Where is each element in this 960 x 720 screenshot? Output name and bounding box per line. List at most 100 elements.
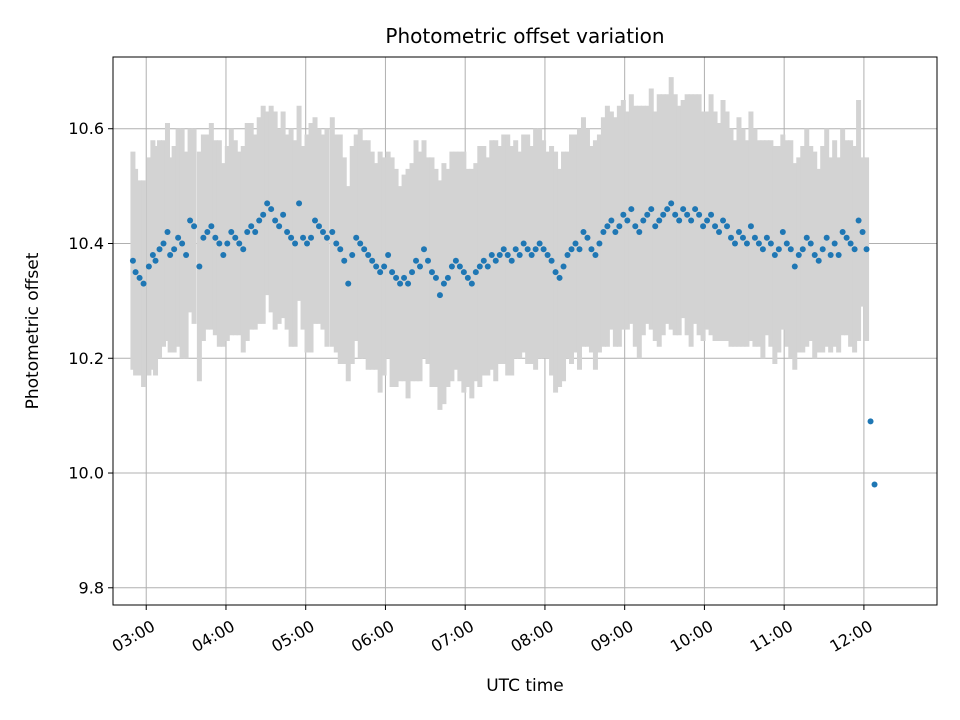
data-point [373,263,380,270]
data-point [640,217,647,224]
data-point [839,229,846,236]
data-point [129,257,136,264]
data-point [369,257,376,264]
data-point [296,200,303,207]
data-point [256,217,263,224]
data-point [672,211,679,218]
data-point [284,229,291,236]
data-point [771,251,778,258]
data-point [456,263,463,270]
data-point [476,263,483,270]
data-point [548,257,555,264]
data-point [393,274,400,281]
data-point [791,263,798,270]
data-point [436,292,443,299]
data-point [264,200,271,207]
data-point [735,229,742,236]
data-point [252,229,259,236]
data-point [292,240,299,247]
data-point [260,211,267,218]
y-axis-title: Photometric offset [23,252,43,409]
y-tick-label: 10.4 [68,234,104,253]
data-point [349,251,356,258]
data-point [420,246,427,253]
data-point [815,257,822,264]
data-point [244,229,251,236]
data-point [413,257,420,264]
data-point [179,240,186,247]
data-point [308,234,315,241]
data-point [588,246,595,253]
data-point [248,223,255,230]
data-point [156,246,163,253]
data-point [268,206,275,213]
data-point [572,240,579,247]
data-point [787,246,794,253]
data-point [276,223,283,230]
x-axis-title: UTC time [486,676,564,696]
data-point [751,234,758,241]
data-point [536,240,543,247]
data-point [432,274,439,281]
data-point [608,217,615,224]
data-point [500,246,507,253]
y-axis: 9.8 10.0 10.2 10.4 10.6 [68,119,113,597]
data-point [452,257,459,264]
data-point [220,251,227,258]
y-tick-label: 10.2 [68,349,104,368]
data-point [401,274,408,281]
data-point [224,240,231,247]
data-point [600,229,607,236]
data-point [628,206,635,213]
data-point [240,246,247,253]
data-point [871,481,878,488]
data-point [660,211,667,218]
data-point [568,246,575,253]
data-point [323,234,330,241]
data-point [524,246,531,253]
data-point [859,229,866,236]
data-point [807,240,814,247]
data-point [739,234,746,241]
data-point [696,211,703,218]
data-point [488,251,495,258]
data-point [304,240,311,247]
data-point [668,200,675,207]
data-point [496,251,503,258]
data-point [464,274,471,281]
data-point [516,251,523,258]
data-point [799,246,806,253]
data-point [680,206,687,213]
data-point [656,217,663,224]
data-point [440,280,447,287]
data-point [851,246,858,253]
data-point [592,251,599,258]
data-point [843,234,850,241]
data-point [728,234,734,241]
data-point [365,251,372,258]
data-point [847,240,854,247]
data-point [397,280,404,287]
data-point [692,206,699,213]
data-point [504,251,511,258]
data-point [560,263,567,270]
data-point [377,269,384,276]
data-point [556,274,563,281]
data-point [767,240,774,247]
data-point [584,234,591,241]
data-point [428,269,435,276]
data-point [712,223,719,230]
data-point [708,211,715,218]
data-point [664,206,671,213]
data-point [191,223,198,230]
data-point [644,211,651,218]
data-point [228,229,235,236]
data-point [175,234,182,241]
data-point [353,234,360,241]
data-point [827,251,834,258]
data-point [552,269,559,276]
data-point [448,263,455,270]
data-point [492,257,499,264]
data-point [759,246,766,253]
